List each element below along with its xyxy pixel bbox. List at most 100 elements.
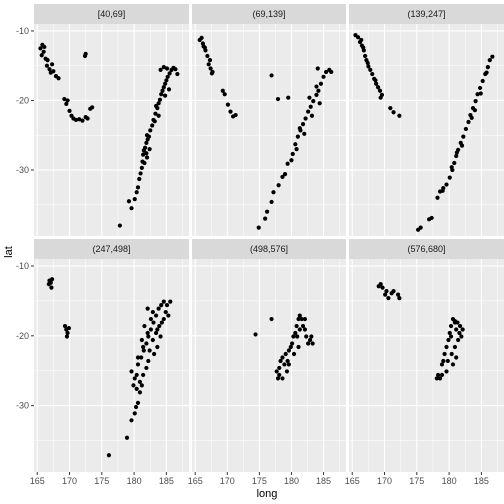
data-point [286, 95, 291, 100]
data-point [133, 404, 139, 410]
x-tick-label: 185 [474, 476, 489, 486]
data-point [208, 66, 213, 71]
data-point [457, 330, 462, 336]
facet-strip-label: (69,139] [252, 9, 285, 19]
data-point [370, 71, 375, 77]
data-point [137, 379, 143, 385]
facet-panel: (247,498] [34, 239, 189, 472]
data-point [137, 176, 142, 182]
data-point [429, 215, 434, 221]
data-point [159, 320, 164, 325]
data-point [302, 327, 308, 332]
panel-background [34, 259, 189, 472]
data-point [49, 285, 54, 290]
axes: -10 -20 -30 -10 -20 -30 165 170 175 180 185 165 170 1… [16, 26, 489, 486]
data-point [368, 67, 373, 72]
data-point [440, 188, 445, 193]
data-point [124, 435, 130, 440]
data-point [448, 334, 454, 339]
data-point [302, 316, 308, 322]
data-point [80, 118, 85, 123]
data-point [307, 337, 313, 343]
data-point [378, 282, 383, 287]
data-point [480, 78, 485, 84]
data-point [142, 323, 147, 329]
data-point [145, 330, 150, 336]
x-tick-label: 180 [284, 476, 299, 486]
data-point [139, 165, 144, 170]
data-point [160, 88, 165, 93]
data-point [165, 74, 170, 79]
data-point [472, 108, 478, 113]
x-tick-label: 185 [316, 476, 331, 486]
data-point [288, 344, 293, 350]
data-point [444, 344, 449, 350]
data-point [293, 330, 298, 336]
data-point [157, 97, 163, 102]
data-point [448, 323, 454, 329]
data-point [264, 209, 270, 214]
data-point [155, 344, 160, 350]
data-point [90, 105, 95, 110]
data-point [163, 93, 168, 98]
data-point [161, 85, 166, 90]
data-point [466, 119, 471, 125]
data-point [280, 174, 285, 180]
facet-strip-label: (247,498] [92, 244, 130, 254]
x-tick-label: 175 [94, 476, 109, 486]
data-point [148, 316, 153, 322]
data-point [144, 341, 149, 346]
data-point [147, 147, 152, 152]
data-point [306, 341, 311, 346]
data-point [175, 71, 180, 77]
data-point [153, 313, 159, 318]
data-point [51, 69, 56, 74]
data-point [225, 102, 231, 107]
data-point [269, 199, 274, 205]
y-axis-title: lat [3, 246, 15, 258]
data-point [329, 69, 334, 75]
data-point [161, 64, 166, 70]
facet-panel: (498,576] [192, 239, 346, 472]
data-point [299, 316, 304, 322]
data-point [42, 44, 47, 50]
data-point [41, 49, 46, 54]
data-point [145, 306, 150, 311]
data-point [373, 78, 378, 83]
data-point [454, 153, 459, 159]
data-point [452, 344, 458, 350]
facet-strip [349, 239, 504, 259]
data-point [141, 152, 146, 157]
data-point [444, 182, 449, 187]
data-point [384, 289, 389, 294]
x-tick-label: 165 [30, 476, 45, 486]
data-point [459, 334, 464, 339]
data-point [163, 309, 168, 315]
data-point [39, 53, 44, 58]
data-point [311, 99, 316, 104]
x-axis-title: long [257, 488, 278, 500]
data-point [303, 116, 308, 121]
data-point [457, 323, 463, 329]
data-point [77, 117, 82, 122]
y-tick-label: -20 [16, 331, 29, 341]
data-point [314, 84, 319, 89]
data-point [141, 348, 146, 353]
data-point [156, 101, 161, 106]
data-point [302, 131, 307, 136]
data-point [447, 175, 452, 180]
data-point [314, 92, 319, 97]
data-point [283, 351, 288, 357]
data-point [374, 81, 379, 86]
facet-strip [192, 4, 346, 24]
facet-strip [192, 239, 346, 259]
data-point [452, 160, 457, 166]
data-point [152, 351, 157, 357]
data-point [459, 143, 465, 148]
data-point [161, 316, 166, 322]
facet-strip-label: (498,576] [250, 244, 288, 254]
data-point [64, 334, 70, 339]
data-point [66, 326, 71, 331]
data-point [276, 183, 281, 188]
